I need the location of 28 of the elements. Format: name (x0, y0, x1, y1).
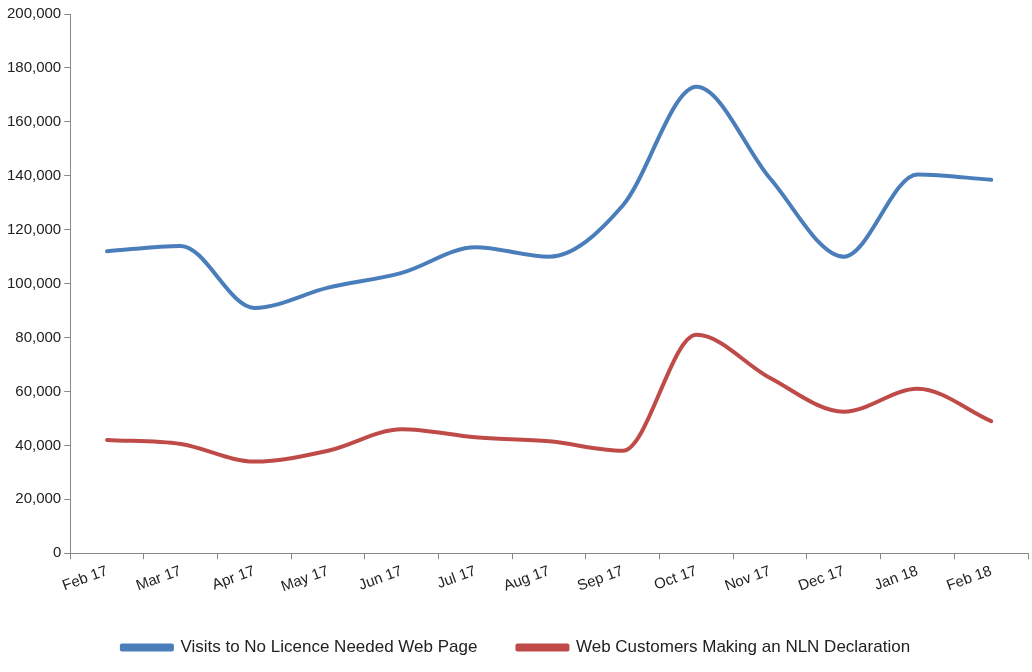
line-series (105, 332, 994, 464)
x-tick-label: Nov 17 (722, 561, 773, 594)
x-tick-label: Dec 17 (795, 561, 847, 594)
x-tick-label: Jun 17 (356, 561, 405, 593)
x-tick-label: Mar 17 (133, 561, 184, 594)
legend-label: Web Customers Making an NLN Declaration (575, 637, 911, 657)
y-tick-label: 0 (52, 543, 62, 561)
y-tick-label: 40,000 (15, 435, 62, 453)
x-tick-label: Oct 17 (651, 561, 699, 593)
y-tick-label: 100,000 (6, 273, 62, 291)
x-tick-label: Feb 17 (59, 561, 110, 594)
line-series (105, 84, 994, 310)
x-tick-label: May 17 (278, 561, 331, 595)
legend-label: Visits to No Licence Needed Web Page (180, 637, 478, 657)
y-tick-label: 120,000 (6, 219, 62, 237)
x-tick-label: Apr 17 (209, 561, 257, 593)
x-tick-label: Jan 18 (871, 561, 920, 593)
y-tick-label: 160,000 (6, 111, 62, 129)
x-tick-label: Aug 17 (501, 561, 552, 594)
y-tick-label: 180,000 (6, 58, 62, 76)
y-tick-label: 80,000 (15, 327, 62, 345)
y-tick-label: 200,000 (6, 4, 62, 22)
y-tick-label: 20,000 (15, 489, 62, 507)
x-tick-label: Jul 17 (434, 561, 478, 592)
x-tick-label: Feb 18 (943, 561, 994, 594)
y-tick-label: 140,000 (6, 165, 62, 183)
y-tick-label: 60,000 (15, 381, 62, 399)
x-tick-label: Sep 17 (574, 561, 626, 594)
